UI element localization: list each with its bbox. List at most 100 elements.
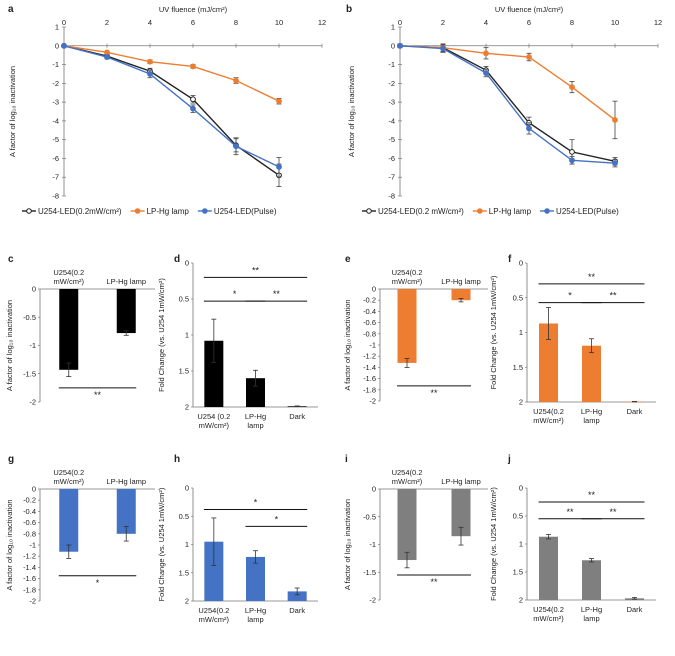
- y-tick-label: -1.8: [23, 585, 36, 594]
- legend-marker: [134, 208, 141, 214]
- series-line: [63, 45, 280, 102]
- significance-label: **: [609, 507, 617, 517]
- y-tick-label: -4: [388, 116, 395, 125]
- category-label-line: lamp: [247, 615, 263, 624]
- data-point: [233, 77, 239, 84]
- category-label-line: Dark: [627, 605, 643, 614]
- y-tick-label: 0.5: [179, 295, 189, 304]
- data-point: [147, 71, 153, 77]
- series-a-2: [61, 42, 282, 177]
- panel-label-g: g: [8, 454, 14, 465]
- bar-e-1: [451, 289, 471, 301]
- category-label: Dark: [627, 605, 643, 614]
- y-tick-label: 1.5: [179, 568, 189, 577]
- legend-item-b-2: U254-LED(Pulse): [540, 207, 619, 216]
- panel-label-h: h: [174, 454, 180, 465]
- bar-g-1: [116, 489, 136, 534]
- y-tick-label: 0: [185, 259, 189, 268]
- series-a-0: [61, 42, 282, 188]
- category-label: LP-Hg lamp: [106, 477, 146, 486]
- category-label-line: U254(0.2: [198, 606, 229, 615]
- y-tick-label: -0.4: [23, 507, 36, 516]
- y-tick-label: 1: [519, 540, 523, 549]
- y-tick-label: -1.5: [23, 369, 36, 378]
- y-tick-label: 1: [55, 23, 59, 32]
- significance-label: **: [430, 388, 438, 398]
- y-tick-label: -1.6: [363, 374, 376, 383]
- significance-label: **: [588, 272, 596, 282]
- x-tick-label: 8: [570, 18, 574, 27]
- y-tick-label: -1: [29, 541, 36, 550]
- category-label: Dark: [289, 606, 305, 615]
- bar-h-2: [287, 591, 307, 601]
- legend-item-a-1: LP-Hg lamp: [130, 207, 190, 216]
- y-tick-label: -2: [369, 397, 376, 406]
- y-axis-title-a: A factor of log₁₀ inactivation: [8, 66, 17, 157]
- legend-label: LP-Hg lamp: [147, 207, 190, 216]
- y-tick-label: -3: [388, 98, 395, 107]
- y-axis-title-c: A factor of log₁₀ inactivation: [5, 300, 14, 391]
- category-label-line: U254(0.2: [53, 268, 84, 277]
- x-tick-label: 10: [275, 18, 283, 27]
- significance-label: **: [609, 291, 617, 301]
- category-label: U254(0.2mW/cm²): [392, 468, 423, 486]
- bar-f-0: [539, 323, 558, 402]
- x-tick-label: 2: [105, 18, 109, 27]
- series-b-1: [397, 42, 618, 140]
- y-tick-label: -7: [388, 173, 395, 182]
- y-tick-label: -1: [388, 60, 395, 69]
- series-line: [399, 45, 616, 162]
- category-label-line: mW/cm²): [54, 477, 85, 486]
- y-tick-label: -1.4: [363, 363, 376, 372]
- data-point: [104, 49, 110, 56]
- significance-label: **: [252, 265, 260, 275]
- category-label-line: LP-Hg: [581, 407, 602, 416]
- category-label-line: lamp: [583, 614, 599, 623]
- y-tick-label: -8: [388, 192, 395, 201]
- panel-a: a UV fluence (mJ/cm²)0 2 4 6 8 10 1210-1-2-3-4-…: [8, 4, 326, 216]
- y-tick-label: 0: [391, 41, 395, 50]
- significance-label: *: [96, 578, 100, 588]
- category-label: U254(0.2mW/cm²): [53, 268, 84, 286]
- data-point: [190, 105, 196, 112]
- category-label-line: LP-Hg: [245, 606, 266, 615]
- data-point: [190, 63, 196, 70]
- category-label-line: LP-Hg: [581, 605, 602, 614]
- data-point: [276, 98, 282, 105]
- panel-label-a: a: [8, 4, 14, 15]
- y-axis-title-b: A factor of log₁₀ inactivation: [347, 66, 356, 157]
- legend-label: U254-LED(0.2mW/cm²): [38, 207, 122, 216]
- y-axis-title-f: Fold Change (vs. U254 1mW/cm²): [489, 275, 498, 389]
- data-point: [397, 42, 403, 49]
- significance-label: **: [94, 390, 102, 400]
- y-tick-label: 0.5: [179, 512, 189, 521]
- category-label-line: U254(0.2: [392, 268, 423, 277]
- bar-g-0: [59, 489, 79, 552]
- panel-label-e: e: [345, 254, 351, 265]
- category-label-line: LP-Hg lamp: [441, 477, 481, 486]
- panel-e: e 0 -0.2 -0.4 -0.6 -0.8 -1 -1.2 -1.4 -1.6 -1.8 -2 A …: [343, 254, 488, 406]
- data-point: [526, 125, 532, 132]
- y-tick-label: -1.5: [363, 568, 376, 577]
- data-point: [569, 157, 575, 164]
- y-tick-label: -2: [388, 79, 395, 88]
- category-label-line: mW/cm²): [533, 614, 564, 623]
- bar-c-0: [59, 289, 79, 370]
- category-label: U254(0.2mW/cm²): [198, 606, 229, 624]
- category-label-line: Dark: [289, 606, 305, 615]
- y-axis-title-i: A factor of log₁₀ inactivation: [343, 499, 352, 590]
- category-label: U254(0.2mW/cm²): [533, 407, 564, 425]
- data-point: [104, 54, 110, 60]
- category-label-line: U254 (0.2: [197, 412, 230, 421]
- y-tick-label: -1: [369, 540, 376, 549]
- y-tick-label: 2: [519, 398, 523, 407]
- x-tick-label: 4: [148, 18, 152, 27]
- legend-label: U254-LED(Pulse): [214, 207, 277, 216]
- category-label-line: mW/cm²): [392, 477, 423, 486]
- y-tick-label: -2: [52, 79, 59, 88]
- y-tick-label: -5: [388, 135, 395, 144]
